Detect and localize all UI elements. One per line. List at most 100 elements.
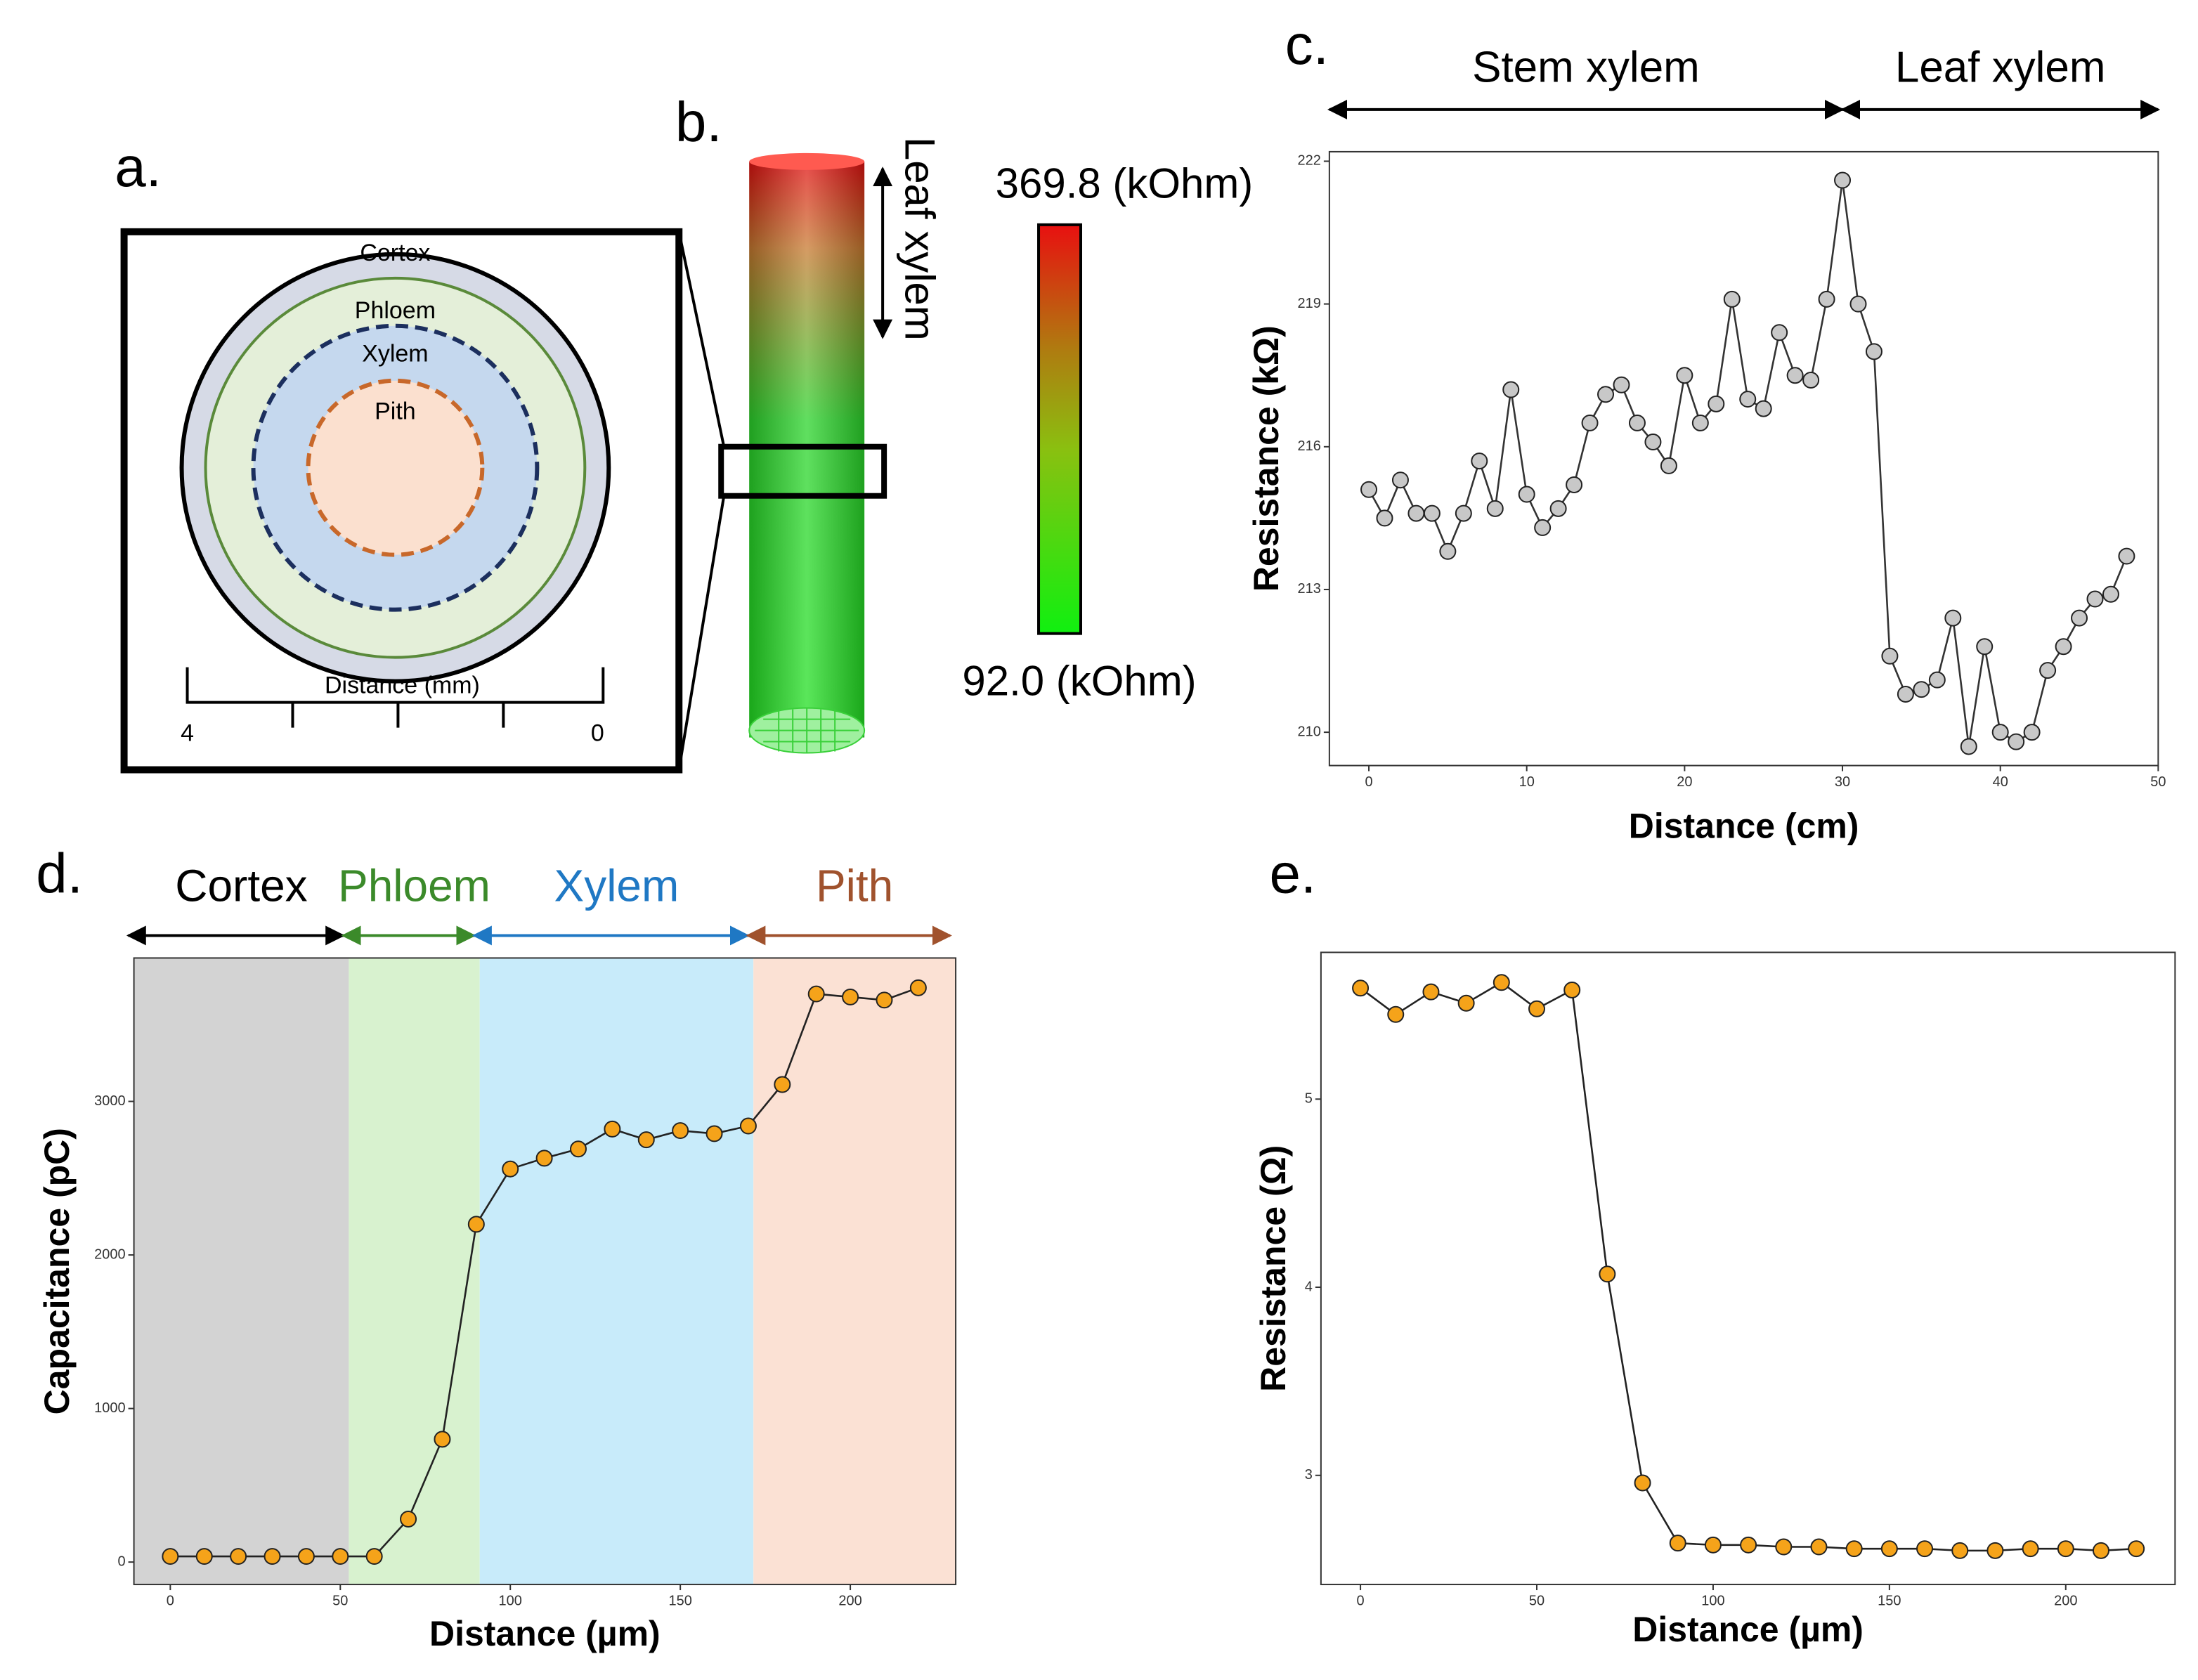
data-point xyxy=(1704,1536,1722,1554)
y-axis-label: Resistance (kΩ) xyxy=(1247,325,1286,592)
data-point xyxy=(1660,457,1677,474)
region-label: Pith xyxy=(816,860,893,911)
data-point xyxy=(876,991,893,1009)
y-tick-label: 3 xyxy=(1305,1467,1313,1483)
data-point xyxy=(1960,738,1977,755)
scale-label: 4 xyxy=(181,720,194,747)
data-point xyxy=(1549,500,1567,517)
data-point xyxy=(1771,324,1788,341)
data-point xyxy=(2008,733,2025,750)
pith-core xyxy=(306,378,485,557)
y-tick-label: 2000 xyxy=(94,1246,125,1262)
zoom-line xyxy=(677,495,726,770)
region-label: Xylem xyxy=(554,860,679,911)
data-point xyxy=(1775,1538,1793,1556)
colorbar-min: 92.0 (kOhm) xyxy=(962,657,1196,704)
data-point xyxy=(1944,609,1962,627)
x-tick-label: 50 xyxy=(2150,774,2166,790)
data-point xyxy=(2039,662,2057,679)
x-tick-label: 200 xyxy=(838,1593,861,1608)
x-tick-label: 10 xyxy=(1519,774,1535,790)
data-point xyxy=(1739,391,1757,408)
data-point xyxy=(1518,486,1535,503)
data-point xyxy=(637,1131,655,1149)
data-point xyxy=(1613,376,1630,393)
data-point xyxy=(400,1510,417,1528)
region-label: Phloem xyxy=(338,860,490,911)
x-tick-label: 100 xyxy=(1701,1593,1724,1608)
x-axis-label: Distance (µm) xyxy=(1632,1610,1864,1649)
data-point xyxy=(2102,585,2119,603)
panel-label: c. xyxy=(1285,13,1329,76)
data-point xyxy=(467,1216,485,1233)
x-axis-label: Distance (µm) xyxy=(429,1614,661,1653)
data-point xyxy=(774,1076,791,1093)
data-point xyxy=(1644,434,1662,451)
x-tick-label: 50 xyxy=(332,1593,348,1608)
layer-label: Pith xyxy=(375,398,416,425)
data-point xyxy=(1387,1005,1405,1023)
data-point xyxy=(1581,414,1599,431)
data-point xyxy=(1810,1538,1828,1556)
scale-title: Distance (mm) xyxy=(325,672,480,699)
data-point xyxy=(1676,367,1693,384)
region-band xyxy=(349,958,480,1585)
data-point xyxy=(1691,414,1709,431)
data-point xyxy=(1865,343,1882,360)
data-point xyxy=(569,1140,587,1158)
data-point xyxy=(1755,400,1772,417)
x-tick-label: 30 xyxy=(1835,774,1850,790)
panel-b: b. Leaf xylem 369.8 (kOhm) 92.0 (kOhm) xyxy=(675,91,1253,754)
region-label: Cortex xyxy=(175,860,307,911)
data-point xyxy=(1486,500,1504,517)
panel-label: d. xyxy=(36,842,83,905)
y-tick-label: 210 xyxy=(1298,724,1321,739)
data-point xyxy=(264,1548,281,1565)
data-point xyxy=(1986,1542,2004,1559)
region-band xyxy=(134,958,349,1585)
plot-frame xyxy=(1320,951,2176,1586)
data-point xyxy=(1407,504,1425,522)
plot-background xyxy=(1320,952,2176,1585)
data-point xyxy=(1457,994,1475,1012)
data-point xyxy=(1634,1474,1651,1492)
region-label: Leaf xylem xyxy=(896,137,943,341)
x-tick-label: 100 xyxy=(499,1593,522,1608)
y-axis-label: Resistance (Ω) xyxy=(1254,1145,1293,1392)
data-point xyxy=(1991,724,2009,741)
data-point xyxy=(842,988,859,1005)
x-tick-label: 150 xyxy=(1878,1593,1901,1608)
x-axis-label: Distance (cm) xyxy=(1629,807,1859,846)
x-tick-label: 0 xyxy=(167,1593,174,1608)
chart-panel: e. 0 50 100 150 200 3 4 5 Distance (µm) Resistance… xyxy=(1254,842,2176,1649)
zoom-line xyxy=(677,231,726,448)
data-point xyxy=(604,1120,621,1138)
data-point xyxy=(1669,1535,1686,1552)
layer-label: Cortex xyxy=(360,240,430,266)
data-point xyxy=(1566,476,1583,493)
data-point xyxy=(1928,671,1946,689)
data-point xyxy=(909,979,927,996)
panel-a: a. Cortex Phloem Xylem Pith Distance (mm… xyxy=(115,136,726,774)
data-point xyxy=(1376,509,1393,527)
data-point xyxy=(2086,590,2104,608)
data-point xyxy=(1563,981,1581,998)
y-tick-label: 216 xyxy=(1298,438,1321,454)
y-tick-label: 1000 xyxy=(94,1400,125,1416)
data-point xyxy=(2055,638,2072,656)
y-tick-label: 213 xyxy=(1298,581,1321,597)
data-point xyxy=(1740,1536,1757,1554)
data-point xyxy=(2057,1540,2074,1558)
data-point xyxy=(1360,481,1378,498)
data-point xyxy=(1423,504,1441,522)
data-point xyxy=(2128,1540,2145,1558)
panel-label: b. xyxy=(675,91,722,153)
x-tick-label: 40 xyxy=(1993,774,2008,790)
y-axis-label: Capacitance (pC) xyxy=(37,1128,77,1414)
data-point xyxy=(1880,1540,1898,1558)
data-point xyxy=(1897,685,1914,703)
y-tick-label: 3000 xyxy=(94,1093,125,1109)
